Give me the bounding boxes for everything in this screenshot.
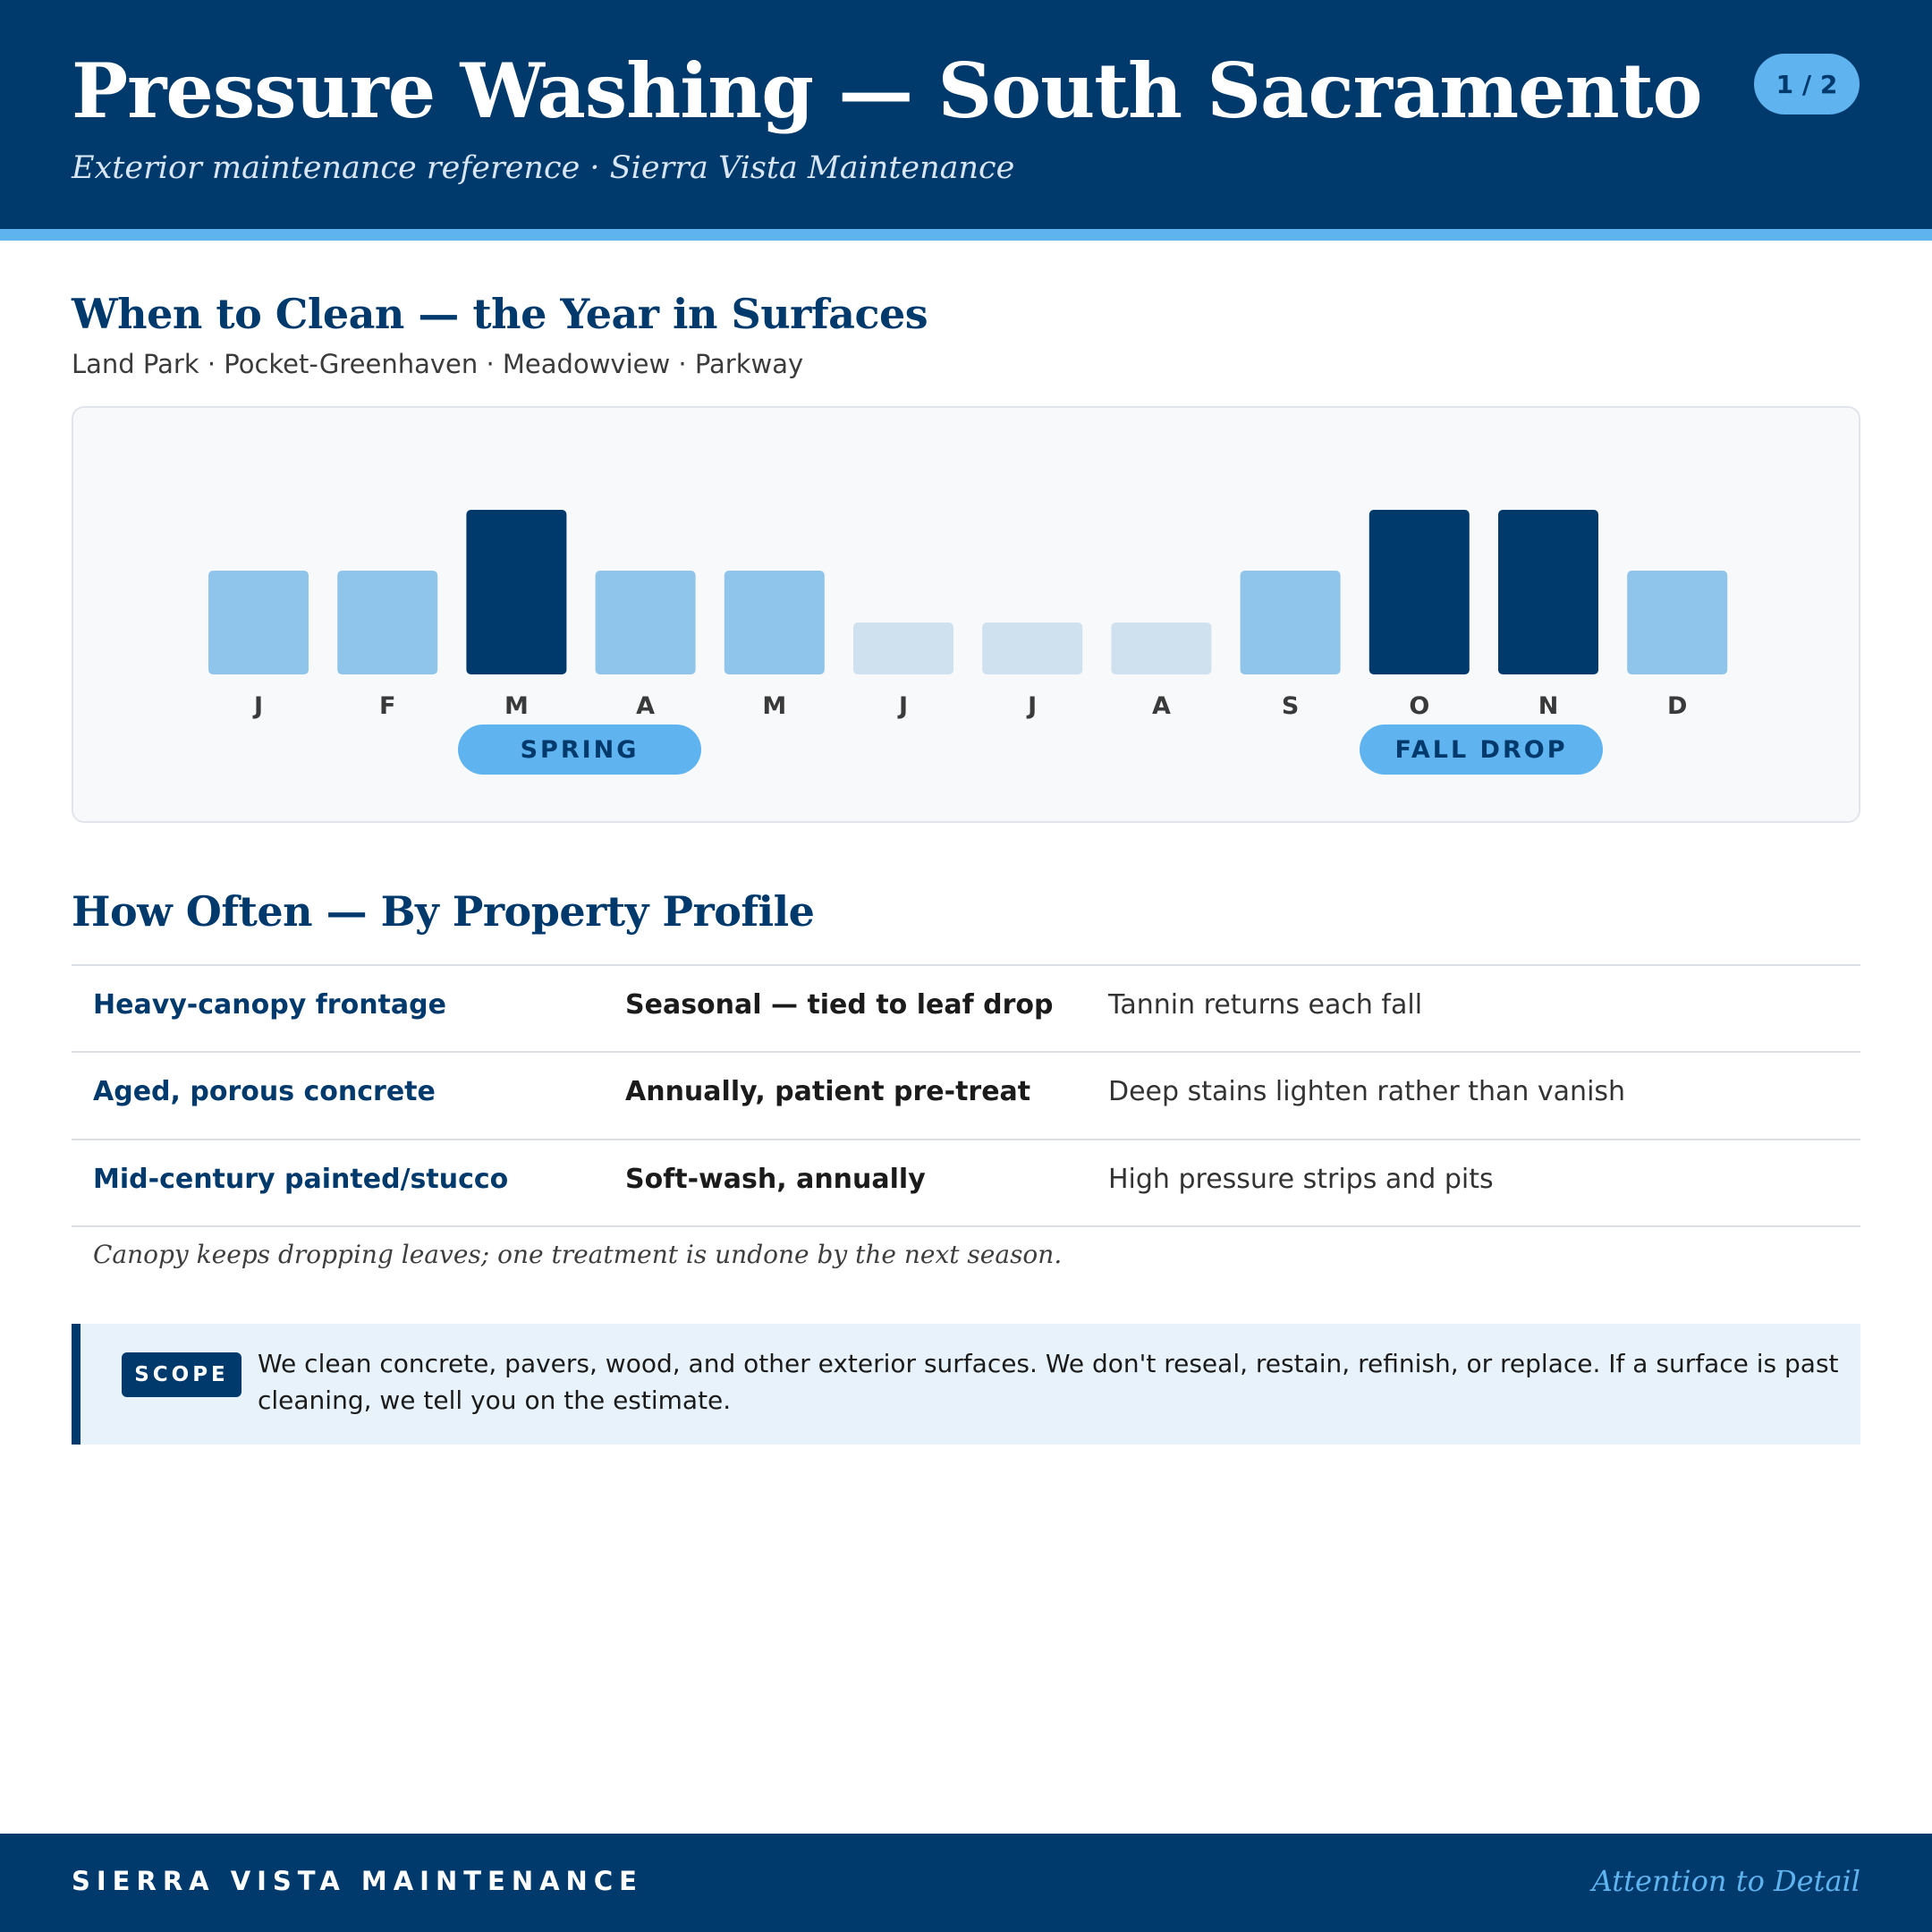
month-label-6: J <box>1026 692 1037 720</box>
bar-5 <box>853 623 953 674</box>
bar-3 <box>595 571 696 674</box>
season-label-spring: SPRING <box>458 724 701 775</box>
season-label-fall-drop: FALL DROP <box>1360 724 1603 775</box>
table-row-note: Deep stains lighten rather than vanish <box>1108 1076 1626 1107</box>
table-row-note: Tannin returns each fall <box>1108 989 1423 1021</box>
section-heading-when: When to Clean — the Year in Surfaces <box>72 290 928 338</box>
seasonal-chart-card: J F M A M J J A S O N D SPRING FALL DROP <box>72 406 1860 823</box>
table-row-profile: Heavy-canopy frontage <box>93 989 446 1021</box>
table-row-frequency: Seasonal — tied to leaf drop <box>625 989 1054 1021</box>
bar-6 <box>982 623 1083 674</box>
month-label-9: O <box>1409 692 1429 720</box>
service-areas: Land Park · Pocket-Greenhaven · Meadowvi… <box>72 349 804 379</box>
section-heading-how-often: How Often — By Property Profile <box>72 887 815 936</box>
month-label-8: S <box>1282 692 1299 720</box>
page-title: Pressure Washing — South Sacramento <box>72 47 1703 135</box>
table-divider <box>72 1225 1860 1227</box>
month-label-11: D <box>1667 692 1687 720</box>
header-accent-stripe <box>0 229 1932 241</box>
bar-0 <box>208 571 309 674</box>
table-row-profile: Mid-century painted/stucco <box>93 1164 509 1195</box>
month-label-10: N <box>1538 692 1559 720</box>
month-label-7: A <box>1152 692 1171 720</box>
bar-9 <box>1368 510 1470 674</box>
month-label-2: M <box>504 692 529 720</box>
page-indicator-badge: 1 / 2 <box>1754 54 1860 114</box>
bar-1 <box>337 571 438 674</box>
table-row-profile: Aged, porous concrete <box>93 1076 436 1107</box>
bar-2 <box>466 510 567 674</box>
scope-text: We clean concrete, pavers, wood, and oth… <box>258 1349 1839 1415</box>
month-label-5: J <box>897 692 908 720</box>
page-header: Pressure Washing — South Sacramento Exte… <box>0 0 1932 229</box>
footer-tagline: Attention to Detail <box>1591 1864 1860 1898</box>
month-label-3: A <box>636 692 655 720</box>
month-label-0: J <box>252 692 263 720</box>
scope-callout: SCOPE We clean concrete, pavers, wood, a… <box>72 1324 1860 1445</box>
bar-7 <box>1111 623 1212 674</box>
bar-8 <box>1240 571 1341 674</box>
table-row-note: High pressure strips and pits <box>1108 1164 1494 1195</box>
month-label-1: F <box>379 692 395 720</box>
table-divider <box>72 1139 1860 1140</box>
bar-4 <box>724 571 825 674</box>
month-label-4: M <box>762 692 786 720</box>
table-row-frequency: Soft-wash, annually <box>625 1164 926 1195</box>
scope-tag: SCOPE <box>122 1352 242 1397</box>
table-divider <box>72 1051 1860 1053</box>
bar-11 <box>1627 571 1728 674</box>
page-footer: SIERRA VISTA MAINTENANCE Attention to De… <box>0 1834 1932 1932</box>
page-subtitle: Exterior maintenance reference · Sierra … <box>72 150 1015 186</box>
footer-brand: SIERRA VISTA MAINTENANCE <box>72 1866 643 1896</box>
table-footnote: Canopy keeps dropping leaves; one treatm… <box>93 1240 1063 1269</box>
table-divider <box>72 964 1860 966</box>
bar-10 <box>1498 510 1598 674</box>
table-row-frequency: Annually, patient pre-treat <box>625 1076 1031 1107</box>
